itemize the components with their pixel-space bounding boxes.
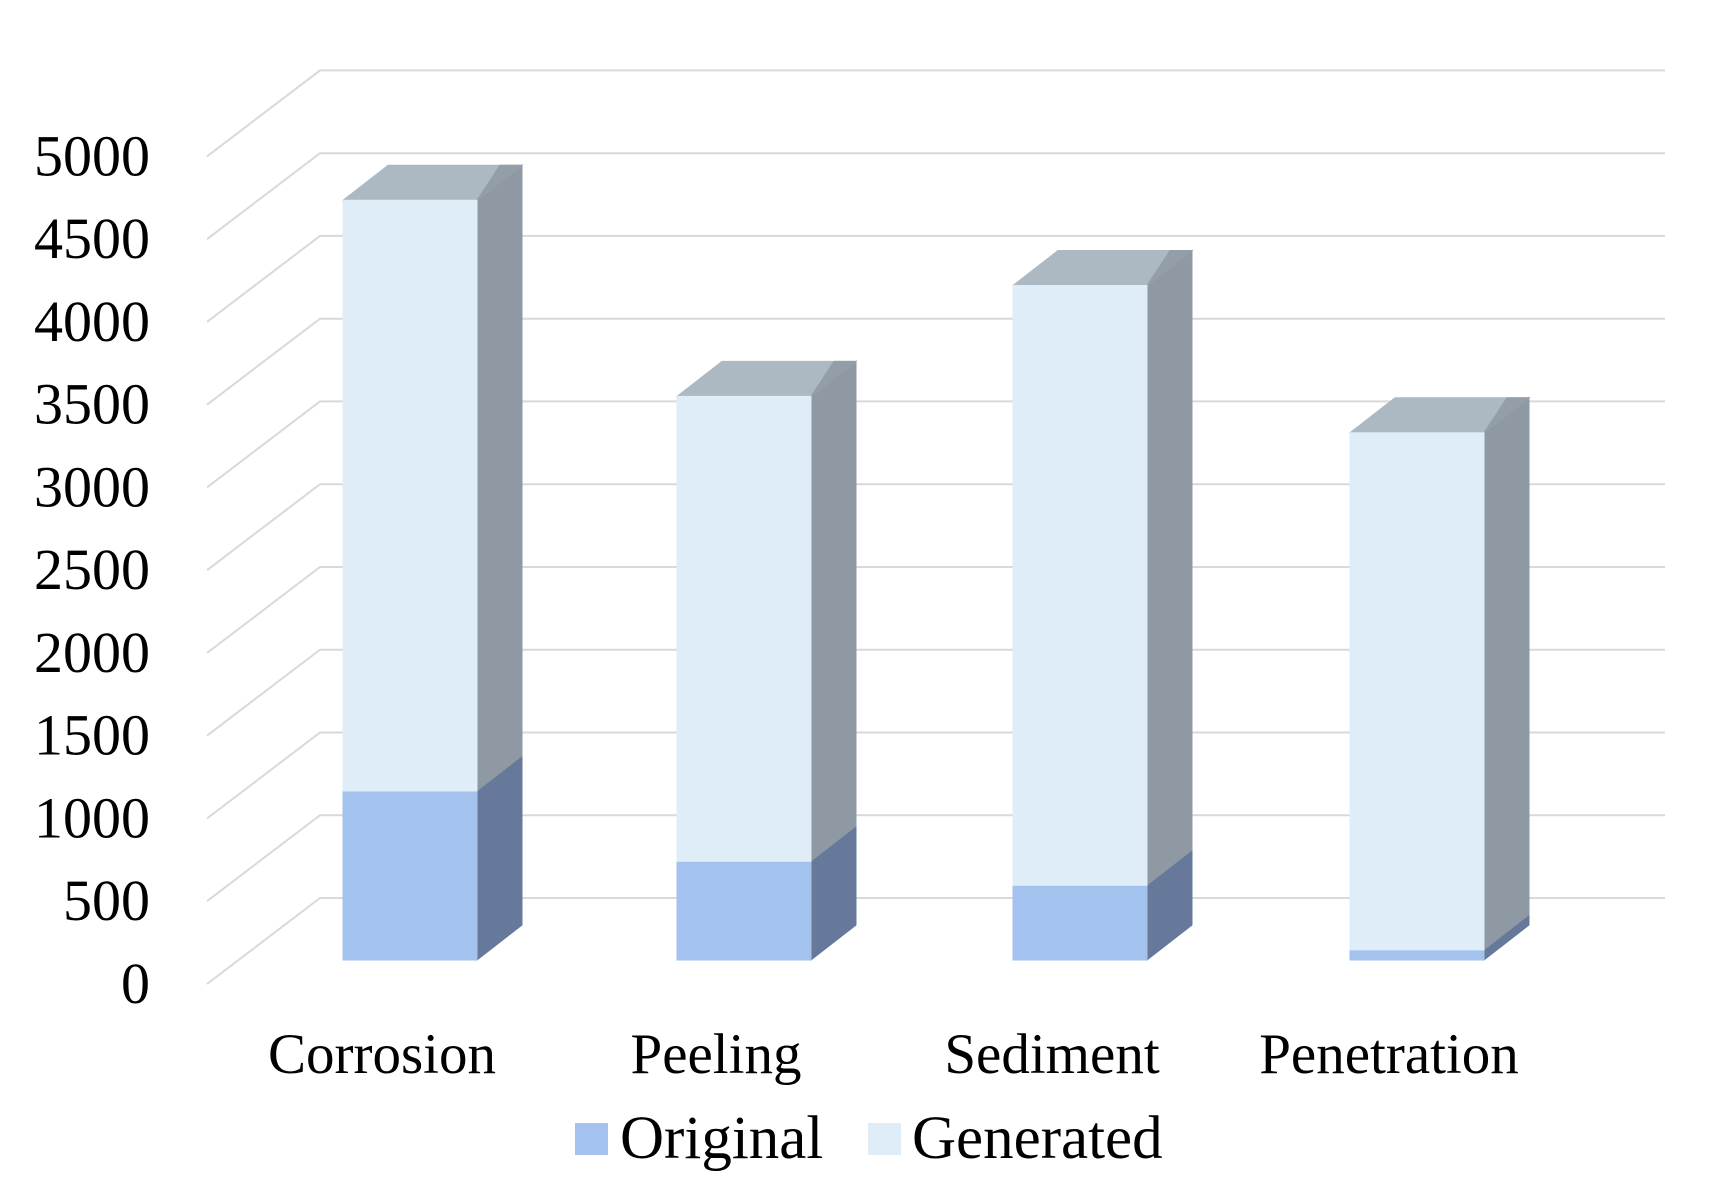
category-label-corrosion: Corrosion [268, 1023, 496, 1086]
legend-swatch-generated [868, 1123, 901, 1155]
bar-side-generated-sediment [1146, 249, 1193, 888]
bar-segment-original-sediment [1012, 885, 1148, 961]
legend-label-original: Original [620, 1105, 823, 1172]
y-tick-label-3500: 3500 [34, 372, 150, 437]
gridline-4000 [206, 234, 1665, 323]
legend-label-generated: Generated [912, 1105, 1163, 1172]
bar-top-wedge-peeling [810, 360, 858, 397]
y-tick-label-1500: 1500 [34, 703, 150, 768]
y-tick-label-4000: 4000 [34, 289, 150, 354]
bar-segment-original-corrosion [342, 791, 478, 961]
legend-swatch-original [575, 1123, 608, 1155]
gridline-1000 [206, 731, 1665, 820]
bar-top-wedge-corrosion [476, 164, 524, 201]
gridline-2000 [206, 566, 1665, 654]
y-tick-label-4500: 4500 [34, 206, 150, 271]
gridline-5000 [206, 69, 1665, 158]
bar-side-generated-peeling [810, 360, 857, 864]
category-label-penetration: Penetration [1259, 1023, 1519, 1086]
y-tick-label-1000: 1000 [34, 785, 150, 850]
bar-segment-generated-peeling [676, 395, 812, 863]
bar-side-generated-penetration [1483, 396, 1530, 952]
bar-side-original-corrosion [476, 755, 523, 962]
y-tick-label-2000: 2000 [34, 620, 150, 685]
bar-segment-generated-sediment [1012, 285, 1148, 887]
bar-top-wedge-penetration [1483, 397, 1531, 434]
gridline-0 [206, 897, 1665, 985]
y-tick-label-500: 500 [63, 868, 150, 933]
bar-segment-generated-penetration [1349, 432, 1485, 952]
gridline-3000 [206, 400, 1665, 489]
bar-segment-original-peeling [676, 861, 812, 961]
y-tick-label-5000: 5000 [34, 123, 150, 188]
bar-side-generated-corrosion [476, 164, 523, 794]
category-label-peeling: Peeling [631, 1023, 802, 1086]
bar-segment-original-penetration [1349, 950, 1485, 961]
bar-segment-generated-corrosion [342, 199, 478, 793]
gridline-1500 [206, 648, 1665, 737]
gridline-4500 [206, 152, 1665, 240]
bar-top-wedge-sediment [1146, 250, 1194, 286]
gridline-2500 [206, 483, 1665, 571]
category-label-sediment: Sediment [944, 1023, 1159, 1086]
y-tick-label-2500: 2500 [34, 537, 150, 602]
y-tick-label-3000: 3000 [34, 454, 150, 519]
gridline-3500 [206, 317, 1665, 406]
y-tick-label-0: 0 [121, 951, 150, 1016]
gridline-500 [206, 814, 1665, 902]
